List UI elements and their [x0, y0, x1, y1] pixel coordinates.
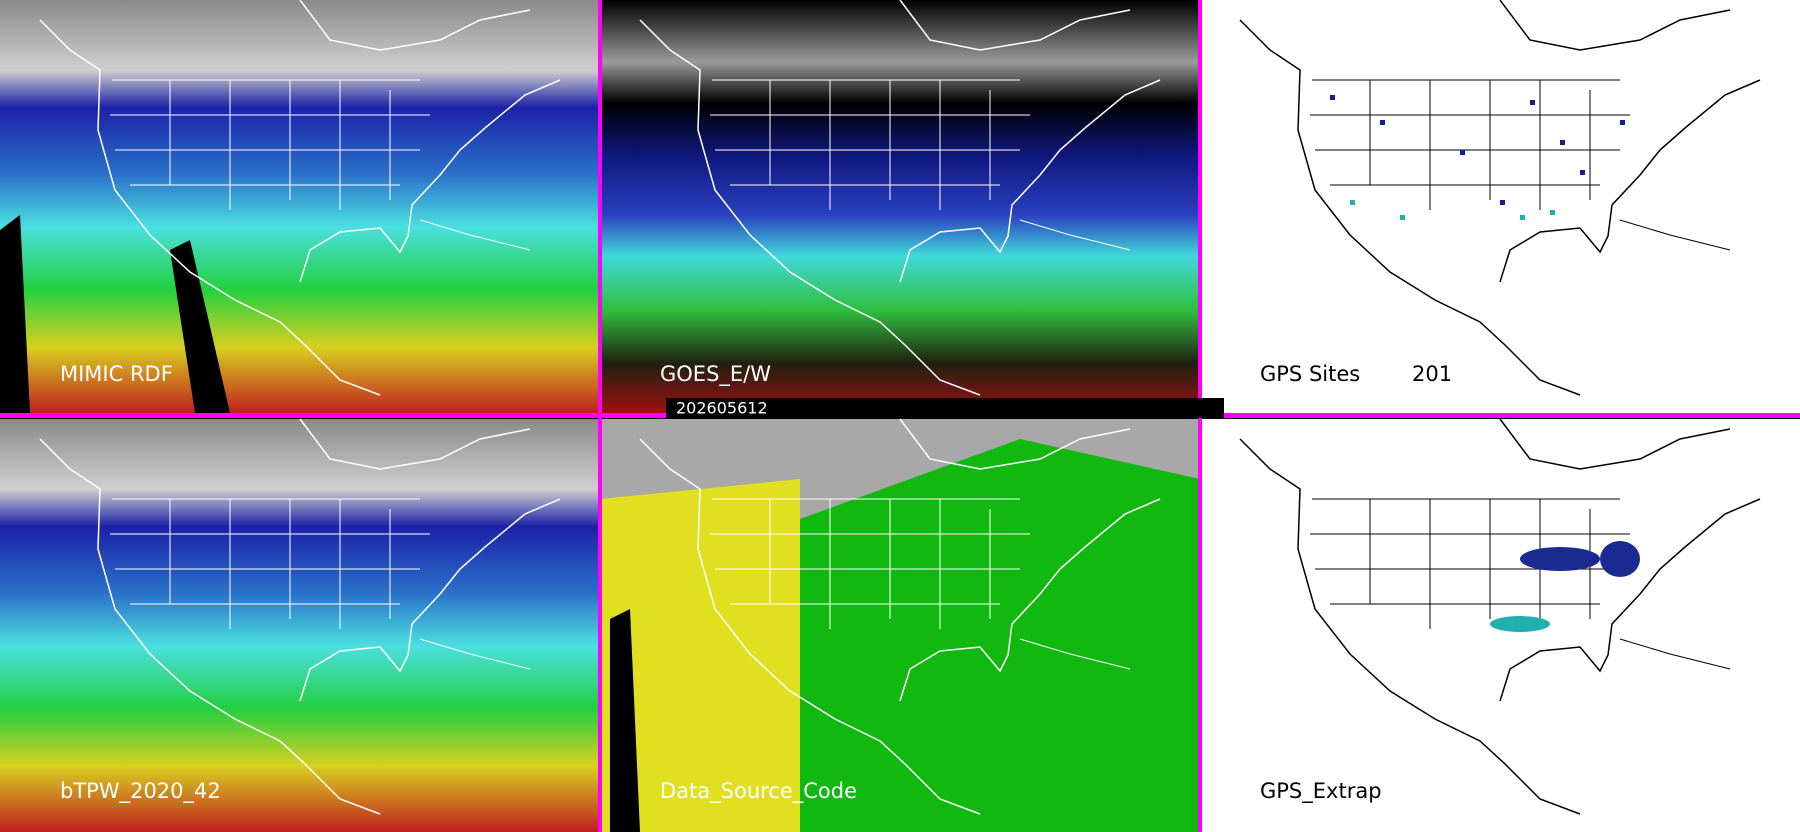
panel-gps-extrap: GPS_Extrap: [1200, 418, 1800, 832]
panel-label: GPS Sites: [1260, 362, 1360, 386]
site-count: 201: [1412, 362, 1452, 386]
panel-mimic: MIMIC RDF: [0, 0, 600, 413]
panel-data-source: Data_Source_Code: [600, 418, 1200, 832]
panel-label: GOES_E/W: [660, 362, 771, 387]
panel-label: Data_Source_Code: [660, 779, 857, 804]
panel-gps-sites: GPS Sites 201: [1200, 0, 1800, 413]
panel-goes: GOES_E/W: [600, 0, 1200, 413]
panel-label: bTPW_2020_42: [60, 779, 221, 804]
timestamp: 202605612: [676, 399, 768, 418]
panel-label: GPS_Extrap: [1260, 779, 1382, 804]
panel-label: MIMIC RDF: [60, 362, 173, 386]
timestamp-bar: 202605612: [666, 398, 1224, 418]
panel-btpw: bTPW_2020_42: [0, 418, 600, 832]
